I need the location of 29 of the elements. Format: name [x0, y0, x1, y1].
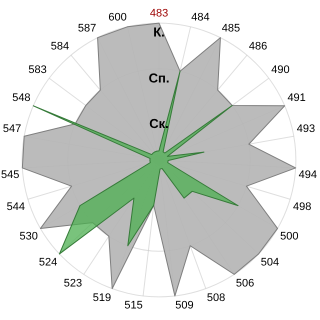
spoke-label: 544 [6, 200, 25, 213]
spoke-label: 508 [206, 292, 226, 304]
spoke-label: 490 [271, 64, 290, 76]
spoke-label: 530 [20, 230, 38, 243]
spoke-label: 506 [236, 278, 254, 290]
spoke-label: 486 [248, 40, 268, 52]
spoke-label: 524 [38, 256, 58, 269]
y-tick-label: Сп. [148, 70, 170, 86]
spoke-label: 491 [287, 92, 306, 104]
spoke-label: 504 [260, 256, 280, 269]
spoke-label: 548 [12, 92, 31, 104]
spoke-label: 523 [64, 278, 82, 290]
spoke-label: 519 [92, 292, 112, 304]
spoke-label: 587 [78, 22, 96, 34]
spoke-label: 547 [2, 123, 22, 136]
spoke-label: 493 [296, 123, 316, 136]
spoke-label: 509 [175, 300, 194, 312]
spoke-label: 600 [108, 11, 127, 24]
spoke-label: 484 [191, 11, 210, 24]
spoke-label: 500 [280, 230, 298, 243]
spoke-label: 545 [0, 168, 20, 181]
spoke-label: 584 [50, 40, 70, 52]
spoke-label: 485 [222, 22, 240, 34]
y-tick-label: К. [153, 24, 165, 40]
spoke-label: 515 [124, 300, 143, 312]
spoke-label: 483 [150, 8, 168, 20]
spoke-label: 494 [298, 168, 318, 181]
spoke-label: 498 [293, 200, 312, 213]
spoke-label: 583 [28, 64, 47, 76]
